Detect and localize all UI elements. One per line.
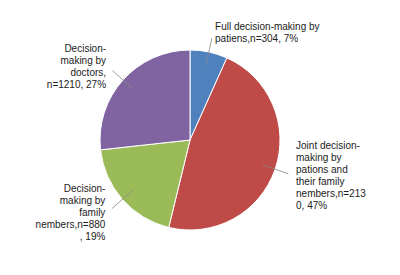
slice: [100, 50, 190, 150]
annotation: Decision-making byfamilynembers,n=880, 1…: [36, 183, 106, 242]
annotation: Decision-making bydoctors,n=1210, 27%: [47, 43, 106, 90]
leader-line: [112, 190, 133, 208]
leader-line: [262, 165, 288, 174]
leader-line: [113, 71, 133, 89]
annotation: Full decision-making bypatiens,n=304, 7%: [215, 21, 319, 44]
leader-line: [206, 38, 212, 65]
slices: [100, 50, 280, 230]
chart: Full decision-making bypatiens,n=304, 7%…: [0, 0, 400, 275]
labels: Full decision-making bypatiens,n=304, 7%…: [36, 21, 367, 242]
annotation: Joint decision-making bypations andtheir…: [296, 140, 366, 211]
slice: [101, 140, 190, 227]
